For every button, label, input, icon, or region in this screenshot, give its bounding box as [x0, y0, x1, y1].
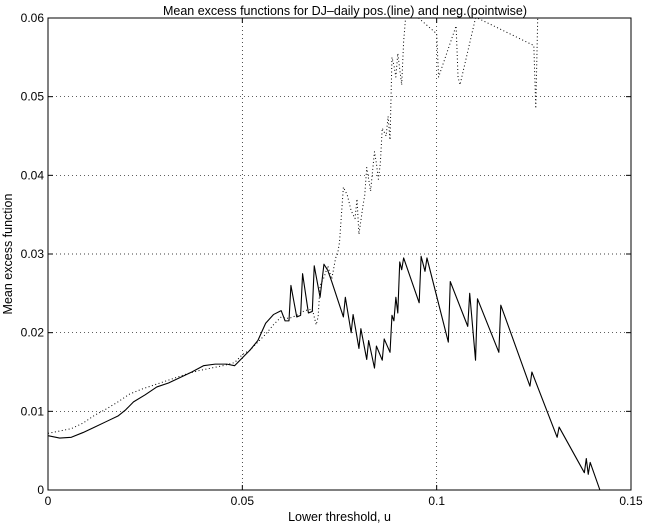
y-tick-label: 0.05 [21, 90, 45, 104]
grid [48, 18, 631, 490]
series-line-negative [48, 18, 539, 434]
y-tick-label: 0.01 [21, 404, 45, 418]
x-tick-label: 0 [45, 494, 52, 508]
y-tick-label: 0.06 [21, 11, 45, 25]
x-tick-label: 0.1 [428, 494, 445, 508]
chart-title: Mean excess functions for DJ–daily pos.(… [163, 4, 527, 18]
y-tick-label: 0.03 [21, 247, 45, 261]
y-tick-label: 0.02 [21, 326, 45, 340]
plot-frame [47, 17, 632, 491]
x-tick-label: 0.05 [231, 494, 255, 508]
x-tick-label: 0.15 [619, 494, 643, 508]
ticks: 0 0.05 0.1 0.15 0 0.01 0.02 0.03 0.04 0.05 0.06 [21, 11, 643, 508]
y-tick-label: 0 [37, 483, 44, 497]
y-axis-label: Mean excess function [1, 194, 15, 315]
series-layer [48, 18, 601, 490]
series-line-positive [48, 255, 601, 490]
y-tick-label: 0.04 [21, 168, 45, 182]
x-axis-label: Lower threshold, u [288, 510, 391, 524]
